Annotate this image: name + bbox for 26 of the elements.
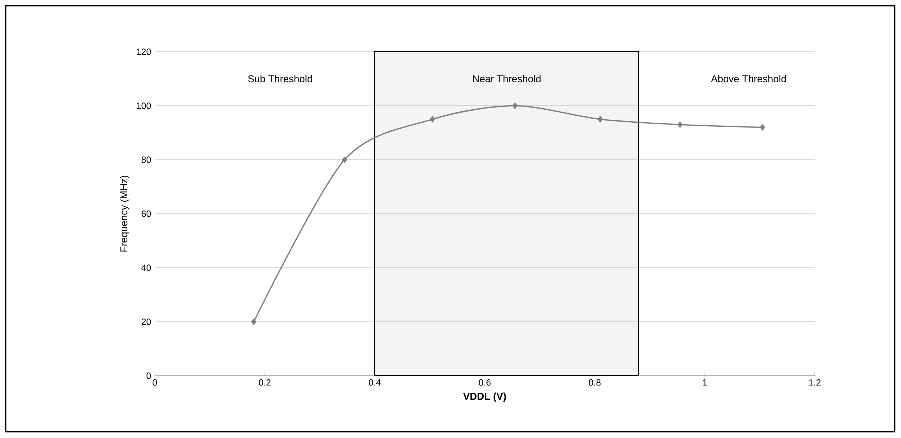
- band-label: Near Threshold: [473, 75, 541, 83]
- point: [251, 318, 257, 326]
- point: [512, 102, 518, 110]
- point: [598, 116, 604, 123]
- annotation: Above Threshold: [711, 75, 786, 83]
- point: [760, 124, 766, 131]
- y-tick-label: 40: [142, 264, 152, 272]
- x-tick-label: 0.6: [479, 380, 491, 386]
- x-tick-label: 1.2: [809, 380, 821, 386]
- y-axis-title: Frequency (MHz): [120, 176, 130, 252]
- y-tick-label: 0: [146, 372, 152, 380]
- x-tick-label: 0.2: [259, 380, 271, 386]
- x-tick-label: 0.8: [589, 380, 601, 386]
- point: [430, 116, 436, 123]
- y-tick-label: 80: [142, 156, 152, 164]
- y-tick-label: 20: [142, 318, 152, 326]
- x-tick-label: 0.4: [369, 380, 381, 386]
- x-tick-label: 1: [703, 380, 708, 386]
- y-tick-label: 60: [142, 210, 152, 218]
- x-axis-title: VDDL (V): [463, 392, 506, 402]
- point: [678, 122, 683, 128]
- annotation: Sub Threshold: [248, 75, 312, 83]
- x-tick-label: 0: [152, 380, 158, 386]
- y-tick-label: 120: [137, 48, 152, 56]
- y-tick-label: 100: [137, 102, 152, 110]
- point: [342, 156, 348, 164]
